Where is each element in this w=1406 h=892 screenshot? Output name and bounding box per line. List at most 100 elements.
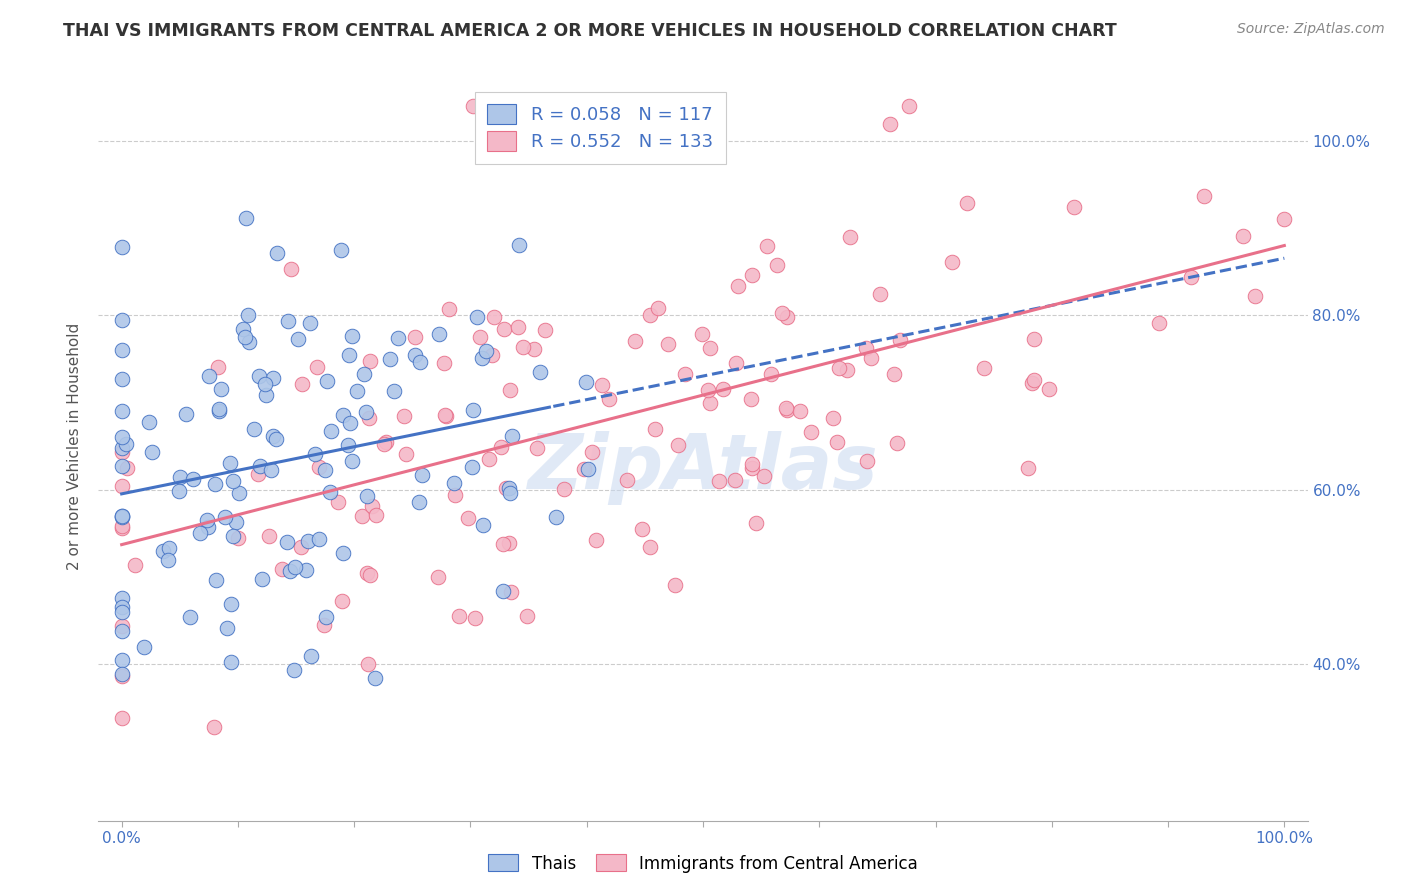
Point [357, 411, 380, 425]
Point [299, 648, 322, 663]
Point [766, 258, 789, 272]
Point [956, 196, 979, 211]
Point [115, 460, 138, 475]
Point [337, 348, 360, 362]
Point [492, 322, 515, 336]
Point [1038, 382, 1060, 396]
Point [264, 432, 287, 446]
Point [174, 407, 197, 421]
Point [357, 657, 380, 672]
Point [776, 403, 799, 417]
Point [111, 519, 134, 533]
Point [666, 438, 689, 452]
Point [359, 568, 381, 582]
Point [346, 384, 368, 399]
Point [202, 720, 225, 734]
Point [457, 511, 479, 525]
Point [111, 312, 134, 326]
Point [111, 509, 134, 524]
Point [585, 533, 607, 548]
Point [499, 383, 522, 397]
Point [789, 403, 811, 417]
Point [319, 424, 342, 438]
Point [132, 640, 155, 654]
Point [1017, 461, 1039, 475]
Legend: Thais, Immigrants from Central America: Thais, Immigrants from Central America [481, 847, 925, 880]
Point [291, 376, 314, 391]
Point [709, 474, 731, 488]
Point [657, 337, 679, 351]
Point [409, 355, 432, 369]
Point [434, 409, 457, 424]
Point [290, 540, 312, 554]
Point [111, 509, 134, 524]
Point [270, 562, 292, 576]
Point [690, 326, 713, 341]
Point [404, 330, 426, 344]
Point [157, 541, 180, 556]
Point [770, 306, 793, 320]
Point [711, 382, 734, 396]
Point [356, 489, 378, 503]
Point [591, 377, 613, 392]
Point [869, 287, 891, 301]
Point [111, 458, 134, 473]
Point [138, 415, 160, 429]
Point [364, 671, 387, 685]
Point [741, 268, 763, 282]
Point [699, 396, 721, 410]
Point [249, 458, 271, 473]
Point [443, 488, 465, 502]
Point [124, 558, 146, 572]
Point [111, 430, 134, 444]
Point [664, 578, 686, 592]
Point [336, 438, 359, 452]
Point [828, 361, 851, 376]
Point [111, 479, 134, 493]
Point [236, 308, 259, 322]
Point [247, 368, 270, 383]
Point [673, 367, 696, 381]
Text: Source: ZipAtlas.com: Source: ZipAtlas.com [1237, 22, 1385, 37]
Point [307, 359, 329, 374]
Point [256, 387, 278, 401]
Point [800, 425, 823, 439]
Point [204, 477, 226, 491]
Point [427, 326, 450, 341]
Point [295, 563, 318, 577]
Point [475, 344, 498, 359]
Point [1147, 316, 1170, 330]
Point [111, 624, 134, 639]
Text: THAI VS IMMIGRANTS FROM CENTRAL AMERICA 2 OR MORE VEHICLES IN HOUSEHOLD CORRELAT: THAI VS IMMIGRANTS FROM CENTRAL AMERICA … [63, 22, 1116, 40]
Point [1022, 374, 1045, 388]
Point [1021, 376, 1043, 390]
Point [314, 463, 336, 477]
Point [219, 597, 242, 611]
Point [443, 475, 465, 490]
Point [534, 323, 557, 337]
Point [463, 403, 485, 417]
Point [468, 329, 491, 343]
Point [111, 371, 134, 385]
Point [1243, 289, 1265, 303]
Point [208, 403, 231, 417]
Point [855, 341, 877, 355]
Point [232, 322, 254, 336]
Point [439, 301, 461, 316]
Point [495, 481, 517, 495]
Point [544, 510, 567, 524]
Point [741, 461, 763, 475]
Point [1192, 189, 1215, 203]
Point [461, 459, 484, 474]
Point [471, 351, 494, 365]
Point [111, 669, 134, 683]
Point [353, 367, 375, 381]
Point [356, 566, 378, 581]
Point [898, 99, 921, 113]
Point [581, 445, 603, 459]
Point [741, 457, 763, 471]
Point [253, 376, 276, 391]
Point [219, 655, 242, 669]
Y-axis label: 2 or more Vehicles in Household: 2 or more Vehicles in Household [67, 322, 83, 570]
Point [359, 354, 381, 368]
